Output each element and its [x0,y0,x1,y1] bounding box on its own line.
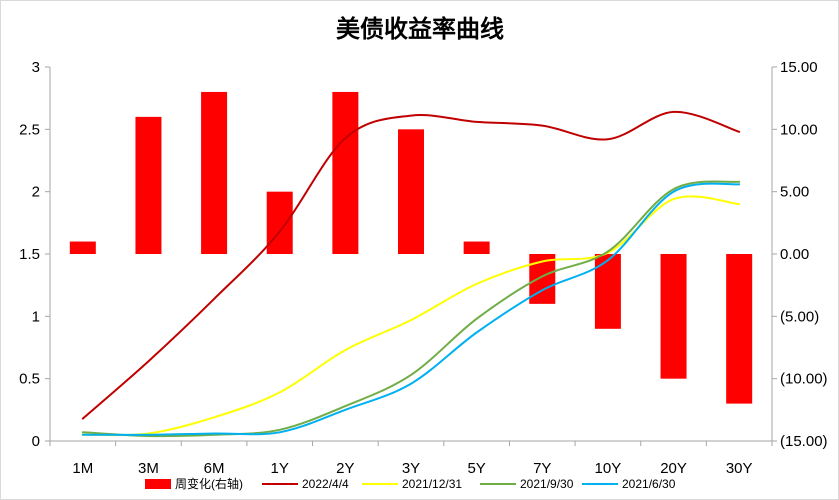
bar-2Y [332,91,359,254]
category-label-5Y: 5Y [467,460,485,477]
left-axis-tick-label: 0 [32,433,40,450]
left-axis-tick-label: 1.5 [19,246,40,263]
right-axis-tick-label: 0.00 [780,246,809,263]
right-axis-labels: 15.00 10.00 5.00 0.00 (5.00) (10.00) (15.00) [780,59,828,450]
bar-6M [201,91,228,254]
legend-label: 2022/4/4 [302,477,349,491]
legend-item-3: 2021/9/30 [480,477,574,491]
left-axis-labels: 0 0.5 1 1.5 2 2.5 3 [19,59,40,450]
category-label-10Y: 10Y [595,460,622,477]
left-axis-tick-label: 2.5 [19,121,40,138]
bar-3Y [398,129,424,254]
category-label-20Y: 20Y [660,460,687,477]
legend-label: 周变化(右轴) [175,476,243,491]
bar-30Y [726,254,753,404]
right-axis-tick-label: (10.00) [780,371,828,388]
legend-item-2: 2021/12/31 [362,477,462,491]
axes [45,66,777,446]
right-axis-tick-label: 15.00 [780,59,818,76]
category-label-6M: 6M [204,460,225,477]
bar-20Y [660,254,687,379]
category-label-2Y: 2Y [336,460,354,477]
legend-marker-bar [145,479,171,489]
right-axis-tick-label: (5.00) [780,308,819,325]
bar-series-weekly-change [69,91,753,404]
legend-item-0: 周变化(右轴) [145,476,243,491]
right-axis-tick-label: (15.00) [780,433,828,450]
category-label-7Y: 7Y [533,460,551,477]
line-series [81,110,741,438]
right-axis-tick-label: 10.00 [780,121,818,138]
category-label-3Y: 3Y [402,460,420,477]
legend: 周变化(右轴) 2022/4/4 2021/12/31 2021/9/30 2021/6… [145,476,676,491]
line-2021-9-30 [81,180,741,438]
category-label-30Y: 30Y [726,460,753,477]
legend-label: 2021/9/30 [520,477,574,491]
line-2021-12-31 [81,195,741,437]
legend-item-1: 2022/4/4 [262,477,349,491]
category-label-1M: 1M [72,460,93,477]
category-label-1Y: 1Y [271,460,289,477]
left-axis-tick-label: 3 [32,59,40,76]
left-axis-tick-label: 0.5 [19,371,40,388]
category-axis-labels: 1M 3M 6M 1Y 2Y 3Y 5Y 7Y 10Y 20Y 30Y [72,460,752,477]
chart-title: 美债收益率曲线 [336,15,504,43]
left-axis-tick-label: 2 [32,184,40,201]
legend-label: 2021/6/30 [622,477,676,491]
left-axis-tick-label: 1 [32,308,40,325]
right-axis-tick-label: 5.00 [780,184,809,201]
bar-3M [135,116,162,254]
bar-5Y [463,241,490,254]
category-label-3M: 3M [138,460,159,477]
line-2021-6-30 [81,182,741,436]
legend-item-4: 2021/6/30 [582,477,676,491]
bar-1M [69,241,96,254]
legend-label: 2021/12/31 [402,477,462,491]
bar-1Y [266,191,293,254]
line-2022-4-4 [81,110,741,420]
